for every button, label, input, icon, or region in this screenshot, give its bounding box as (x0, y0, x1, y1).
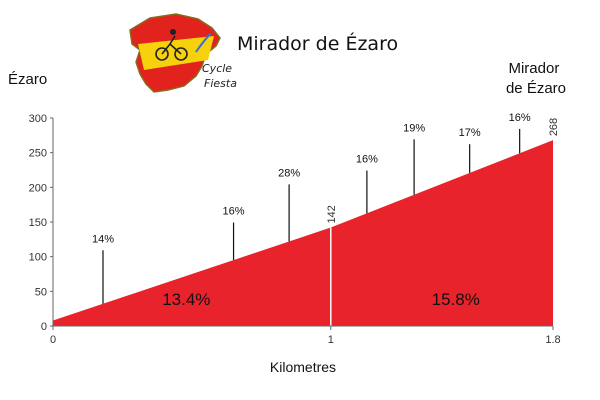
gradient-marker-label: 16% (509, 112, 531, 124)
y-tick-label: 200 (29, 182, 47, 194)
y-tick-label: 300 (29, 113, 47, 125)
y-tick-label: 50 (35, 286, 47, 298)
plot-area: 0 50 100 150 200 250 300 0 1 1.8 Kilometres 14% 16% 2… (29, 112, 561, 375)
y-tick-label: 150 (29, 217, 47, 229)
cycle-fiesta-logo: Cycle Fiesta (129, 13, 237, 93)
x-tick-label: 1 (328, 334, 334, 346)
x-tick-label: 1.8 (545, 334, 560, 346)
logo-text-line2: Fiesta (204, 77, 237, 90)
y-tick-label: 250 (29, 148, 47, 160)
page-title: Mirador de Ézaro (237, 32, 398, 55)
elevation-label: 142 (326, 205, 338, 223)
elevation-profile-area (53, 140, 553, 326)
gradient-marker-label: 28% (278, 167, 300, 179)
gradient-marker-label: 17% (459, 127, 481, 139)
logo-text-line1: Cycle (202, 62, 232, 75)
x-tick-label: 0 (50, 334, 56, 346)
x-axis-label: Kilometres (270, 359, 336, 375)
y-tick-label: 100 (29, 252, 47, 264)
segment-gradient-label: 13.4% (162, 290, 210, 309)
segment-gradient-label: 15.8% (432, 290, 480, 309)
gradient-marker-label: 16% (223, 206, 245, 218)
elevation-label: 268 (548, 118, 560, 136)
cyclist-icon (155, 28, 188, 61)
spain-map-yellow-band (138, 36, 214, 70)
end-location-line1: Mirador (508, 60, 559, 77)
gradient-marker-label: 14% (92, 233, 114, 245)
gradient-marker-label: 19% (403, 122, 425, 134)
end-location-line2: de Ézaro (506, 80, 566, 97)
y-tick-label: 0 (41, 321, 47, 333)
gradient-marker-label: 16% (356, 154, 378, 166)
red-dot-icon (209, 29, 215, 35)
start-location-label: Ézaro (8, 71, 47, 88)
end-location-label: Mirador de Ézaro (506, 60, 566, 97)
